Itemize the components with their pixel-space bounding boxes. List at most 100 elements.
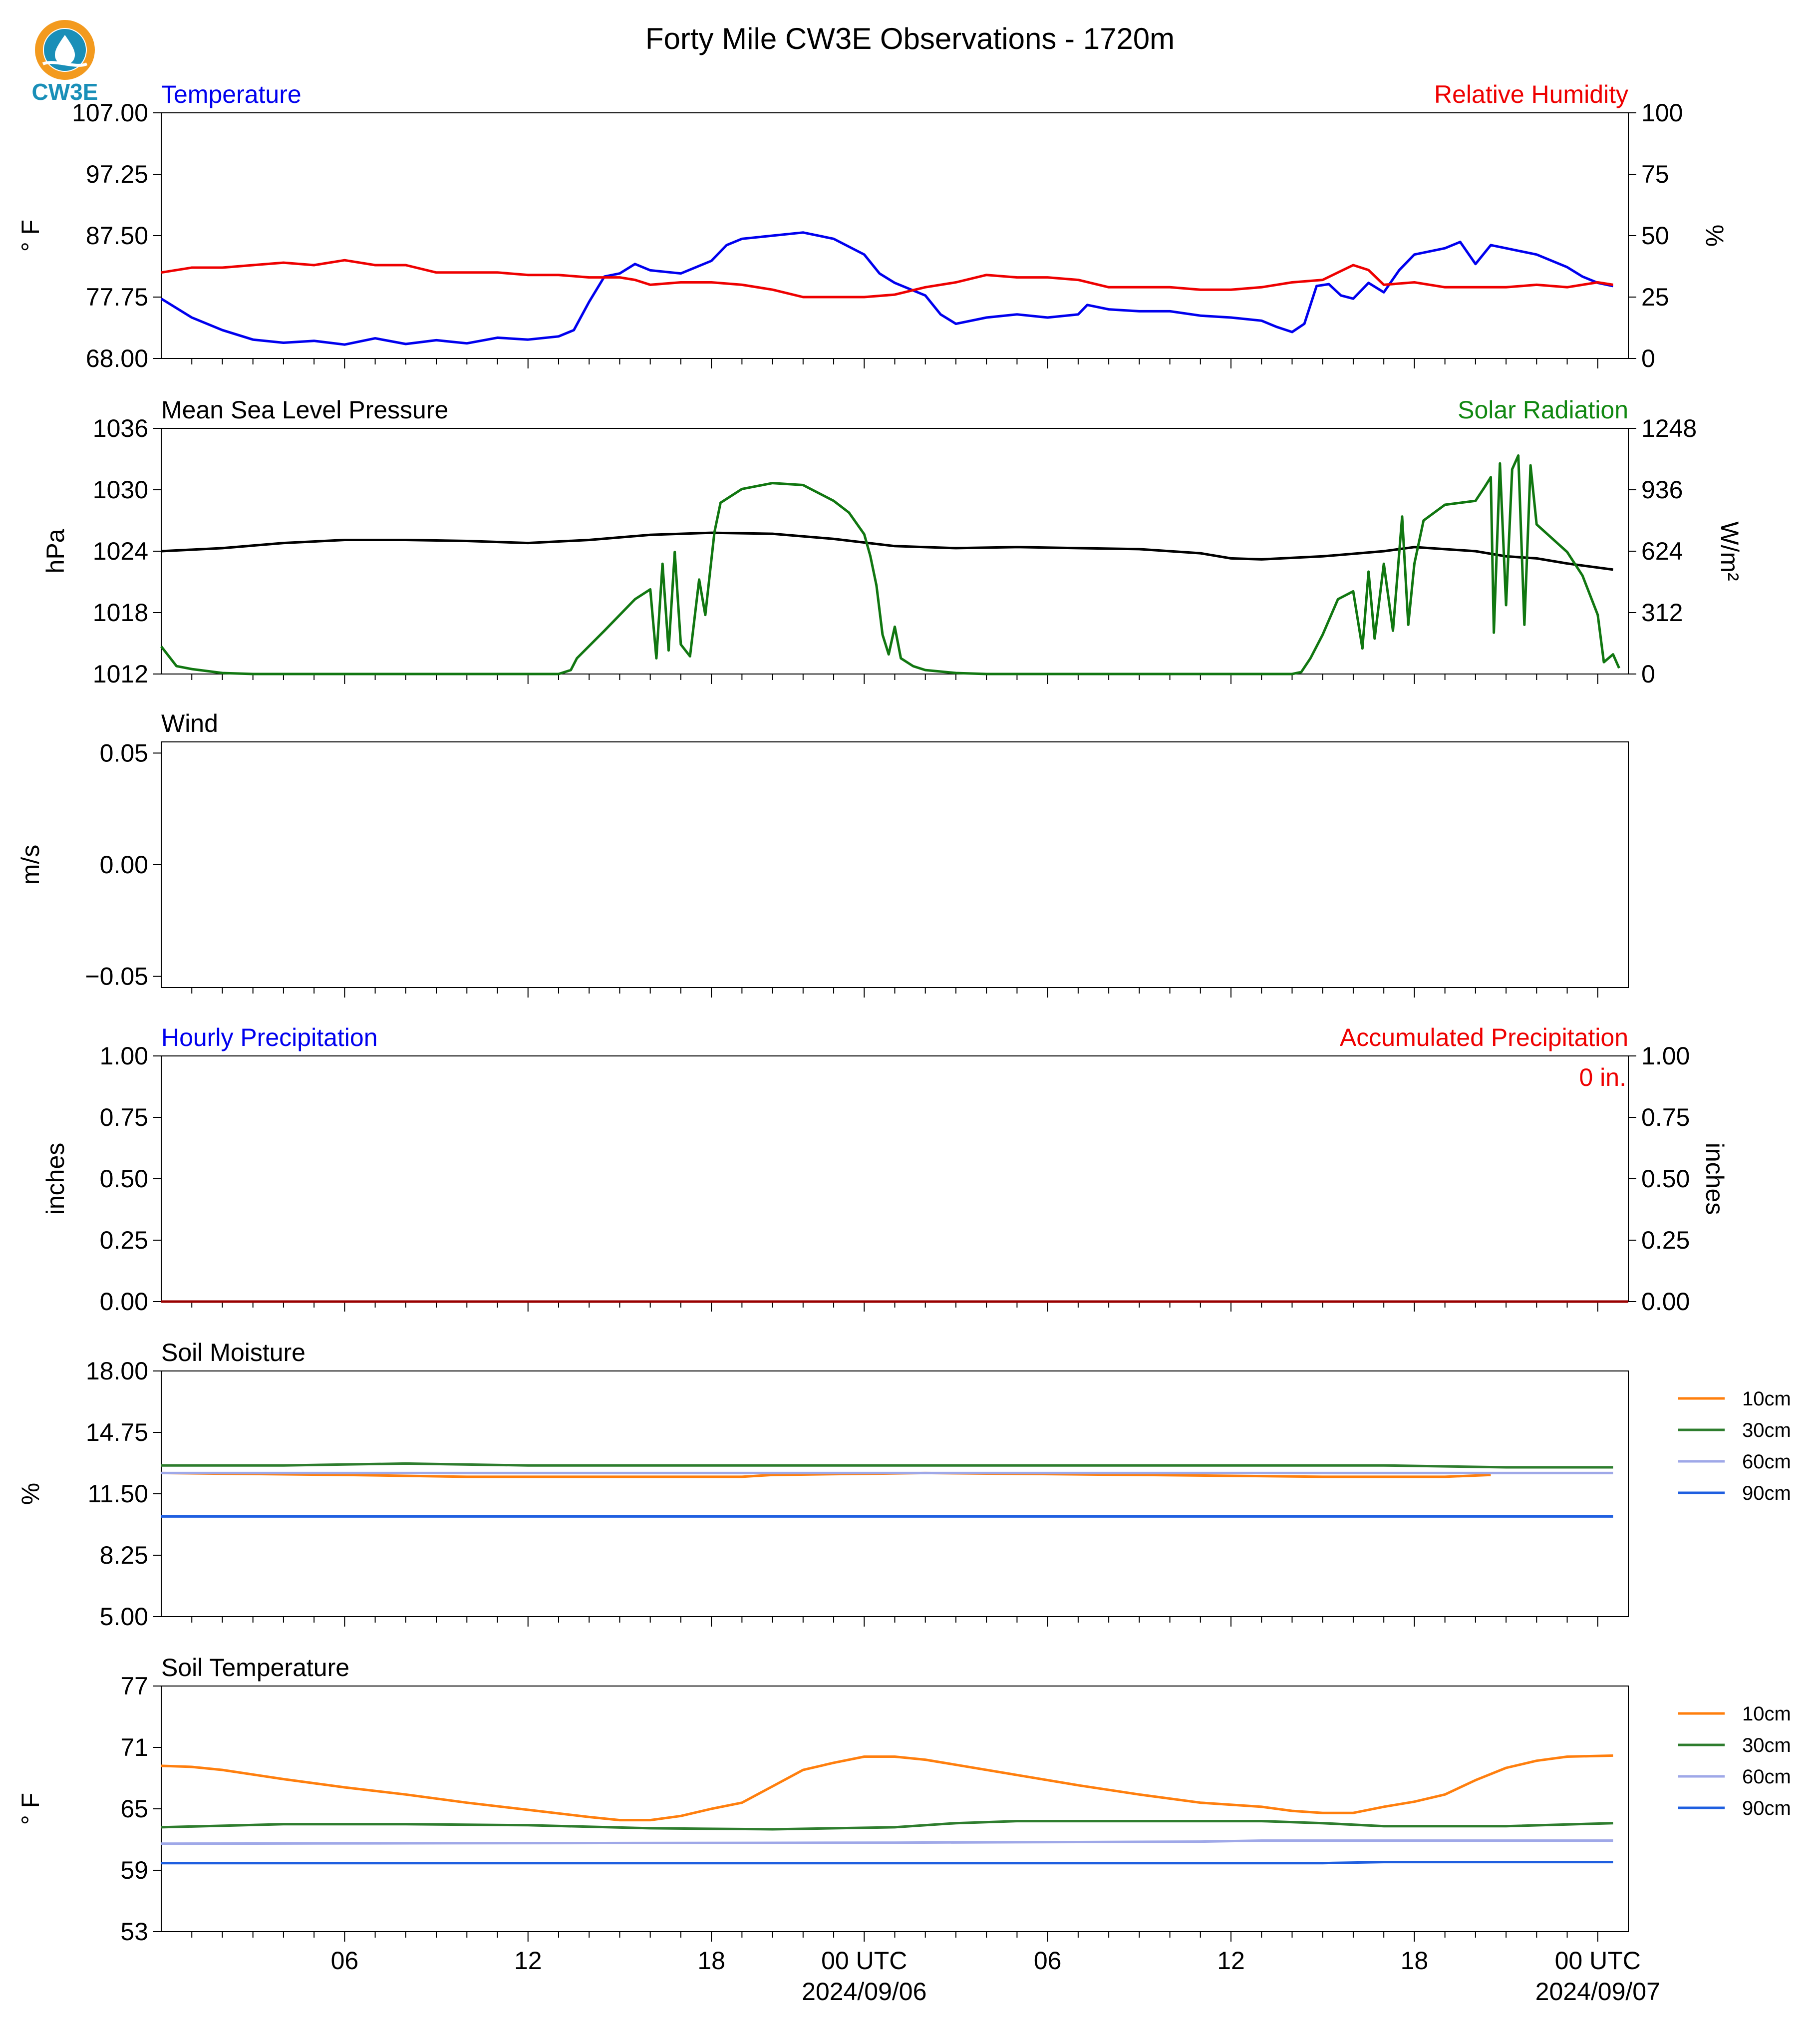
y-tick-label: 18.00: [86, 1357, 148, 1385]
x-tick-label: 18: [697, 1947, 725, 1975]
y-tick-label: 68.00: [86, 344, 148, 372]
y2-axis-label: inches: [1701, 1143, 1729, 1215]
right-title: Solar Radiation: [1458, 396, 1628, 424]
panels: Temperature Relative Humidity 68.00 77.75 87…: [16, 80, 1791, 2006]
plot-frame: [161, 741, 1629, 988]
y-tick-label: 65: [120, 1795, 148, 1823]
right-title: Relative Humidity: [1434, 80, 1628, 108]
x-tick-label: 00 UTC: [821, 1947, 907, 1975]
legend-label: 10cm: [1742, 1703, 1791, 1725]
y-axis-label: ° F: [16, 220, 44, 252]
plot-frame: [161, 1055, 1629, 1302]
plot-frame: [161, 1370, 1629, 1617]
x-tick-label: 00 UTC: [1555, 1947, 1641, 1975]
y2-tick-label: 0: [1641, 660, 1655, 688]
y-tick-label: 14.75: [86, 1418, 148, 1446]
y-tick-label: 8.25: [100, 1541, 148, 1569]
y-tick-label: 0.75: [100, 1103, 148, 1131]
y2-axis-label: W/m²: [1716, 521, 1744, 581]
y-tick-label: 77: [120, 1672, 148, 1700]
plot-frame: [161, 112, 1629, 359]
logo-wave: [42, 61, 88, 67]
y2-tick-label: 0.00: [1641, 1288, 1690, 1316]
x-tick-label: 06: [1034, 1947, 1062, 1975]
y-axis-label: ° F: [16, 1793, 44, 1825]
y-tick-label: 53: [120, 1918, 148, 1946]
y-tick-label: 5.00: [100, 1603, 148, 1631]
cw3e-logo: CW3E: [32, 20, 98, 105]
y-axis-label: m/s: [16, 845, 44, 885]
y2-tick-label: 0: [1641, 344, 1655, 372]
y2-tick-label: 25: [1641, 283, 1669, 311]
chart-title: Forty Mile CW3E Observations - 1720m: [645, 22, 1175, 55]
y2-tick-label: 312: [1641, 599, 1683, 627]
y-tick-label: 0.00: [100, 851, 148, 879]
series-line-4: [161, 1861, 1613, 1865]
series-line-1: [161, 1754, 1613, 1822]
y2-tick-label: 0.50: [1641, 1165, 1690, 1193]
y2-tick-label: 0.75: [1641, 1103, 1690, 1131]
series-line-2: [161, 1820, 1613, 1831]
panel-3: Wind −0.05 0.00 0.05 m/s: [16, 709, 1629, 998]
y-tick-label: 1024: [93, 537, 148, 565]
x-tick-date-label: 2024/09/07: [1535, 1978, 1660, 2006]
series-line-3: [161, 1839, 1613, 1845]
left-title: Hourly Precipitation: [161, 1023, 378, 1051]
y-axis-label: hPa: [41, 529, 69, 573]
legend-label: 90cm: [1742, 1797, 1791, 1819]
legend-label: 60cm: [1742, 1451, 1791, 1473]
panel-4: Hourly Precipitation Accumulated Precipit…: [41, 1023, 1729, 1316]
series-line-2: [160, 454, 1620, 676]
y-tick-label: 0.25: [100, 1226, 148, 1254]
panel-5: Soil Moisture 5.00 8.25 11.50 14.75 18.00% 10c…: [16, 1339, 1791, 1631]
accumulated-total-label: 0 in.: [1579, 1063, 1626, 1091]
y-tick-label: −0.05: [85, 963, 148, 991]
panel-1: Temperature Relative Humidity 68.00 77.75 87…: [16, 80, 1729, 372]
y-tick-label: 77.75: [86, 283, 148, 311]
y2-tick-label: 1.00: [1641, 1042, 1690, 1070]
left-title: Wind: [161, 709, 218, 737]
y2-tick-label: 50: [1641, 222, 1669, 250]
logo-text: CW3E: [32, 79, 98, 105]
y-tick-label: 87.50: [86, 222, 148, 250]
y-tick-label: 59: [120, 1856, 148, 1884]
series-line-1: [160, 231, 1613, 346]
logo-ring: [35, 20, 95, 80]
legend-label: 10cm: [1742, 1388, 1791, 1410]
series-line-2: [161, 1462, 1613, 1469]
y2-tick-label: 100: [1641, 99, 1683, 127]
y-axis-label: inches: [41, 1143, 69, 1215]
y-tick-label: 11.50: [88, 1480, 148, 1508]
series-line-1: [161, 1471, 1491, 1478]
y-tick-label: 71: [120, 1733, 148, 1761]
legend-label: 90cm: [1742, 1482, 1791, 1504]
panel-6: Soil Temperature 53 59 65 71 77 ° F 10cm 30cm 60c…: [16, 1654, 1791, 1946]
legend-label: 30cm: [1742, 1734, 1791, 1756]
left-title: Temperature: [161, 80, 302, 108]
y-tick-label: 1.00: [100, 1042, 148, 1070]
series-line-2: [161, 259, 1613, 299]
y-tick-label: 1018: [93, 599, 148, 627]
y2-tick-label: 1248: [1641, 414, 1697, 442]
y2-tick-label: 75: [1641, 160, 1669, 188]
y2-tick-label: 624: [1641, 537, 1683, 565]
right-title: Accumulated Precipitation: [1340, 1023, 1628, 1051]
legend-label: 60cm: [1742, 1766, 1791, 1788]
left-title: Mean Sea Level Pressure: [161, 396, 448, 424]
x-tick-label: 12: [514, 1947, 542, 1975]
x-tick-date-label: 2024/09/06: [802, 1978, 926, 2006]
y-tick-label: 1030: [93, 476, 148, 504]
x-tick-label: 06: [331, 1947, 359, 1975]
plot-frame: [161, 428, 1629, 675]
series-line-1: [161, 531, 1613, 571]
left-title: Soil Temperature: [161, 1654, 349, 1682]
y-tick-label: 0.00: [100, 1288, 148, 1316]
water-drop-icon: [55, 35, 75, 65]
y2-axis-label: %: [1701, 225, 1729, 247]
panel-2: Mean Sea Level Pressure Solar Radiation 10…: [41, 396, 1744, 688]
y-tick-label: 0.05: [100, 739, 148, 767]
y2-tick-label: 936: [1641, 476, 1683, 504]
y-tick-label: 0.50: [100, 1165, 148, 1193]
